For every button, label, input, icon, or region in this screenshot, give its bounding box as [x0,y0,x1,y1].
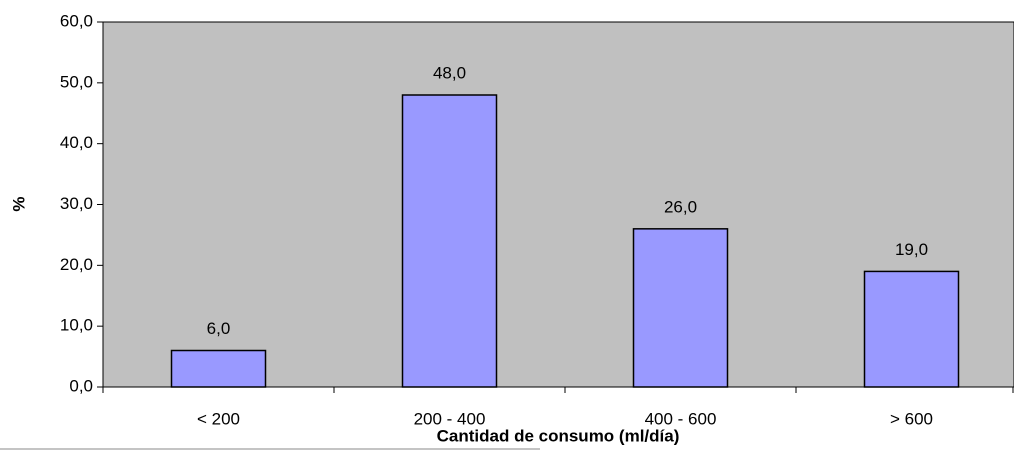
bar [863,270,960,388]
value-label: 26,0 [664,197,697,216]
value-label: 48,0 [433,63,466,82]
x-tick-label: 400 - 600 [645,409,717,428]
bar [401,94,498,388]
bar [632,228,729,388]
y-tick-label: 0,0 [69,376,93,395]
x-tick-label: < 200 [197,409,240,428]
y-tick-label: 60,0 [60,11,93,30]
y-axis-title: % [9,196,28,211]
bar [170,349,267,388]
y-tick-label: 10,0 [60,316,93,335]
y-tick-label: 50,0 [60,72,93,91]
x-tick-label: 200 - 400 [414,409,486,428]
value-label: 6,0 [207,319,231,338]
x-axis-title: Cantidad de consumo (ml/día) [437,426,680,445]
plot-area [102,21,1014,388]
y-tick-label: 40,0 [60,133,93,152]
x-tick-label: > 600 [890,409,933,428]
value-label: 19,0 [895,240,928,259]
y-tick-label: 30,0 [60,194,93,213]
y-tick-label: 20,0 [60,255,93,274]
